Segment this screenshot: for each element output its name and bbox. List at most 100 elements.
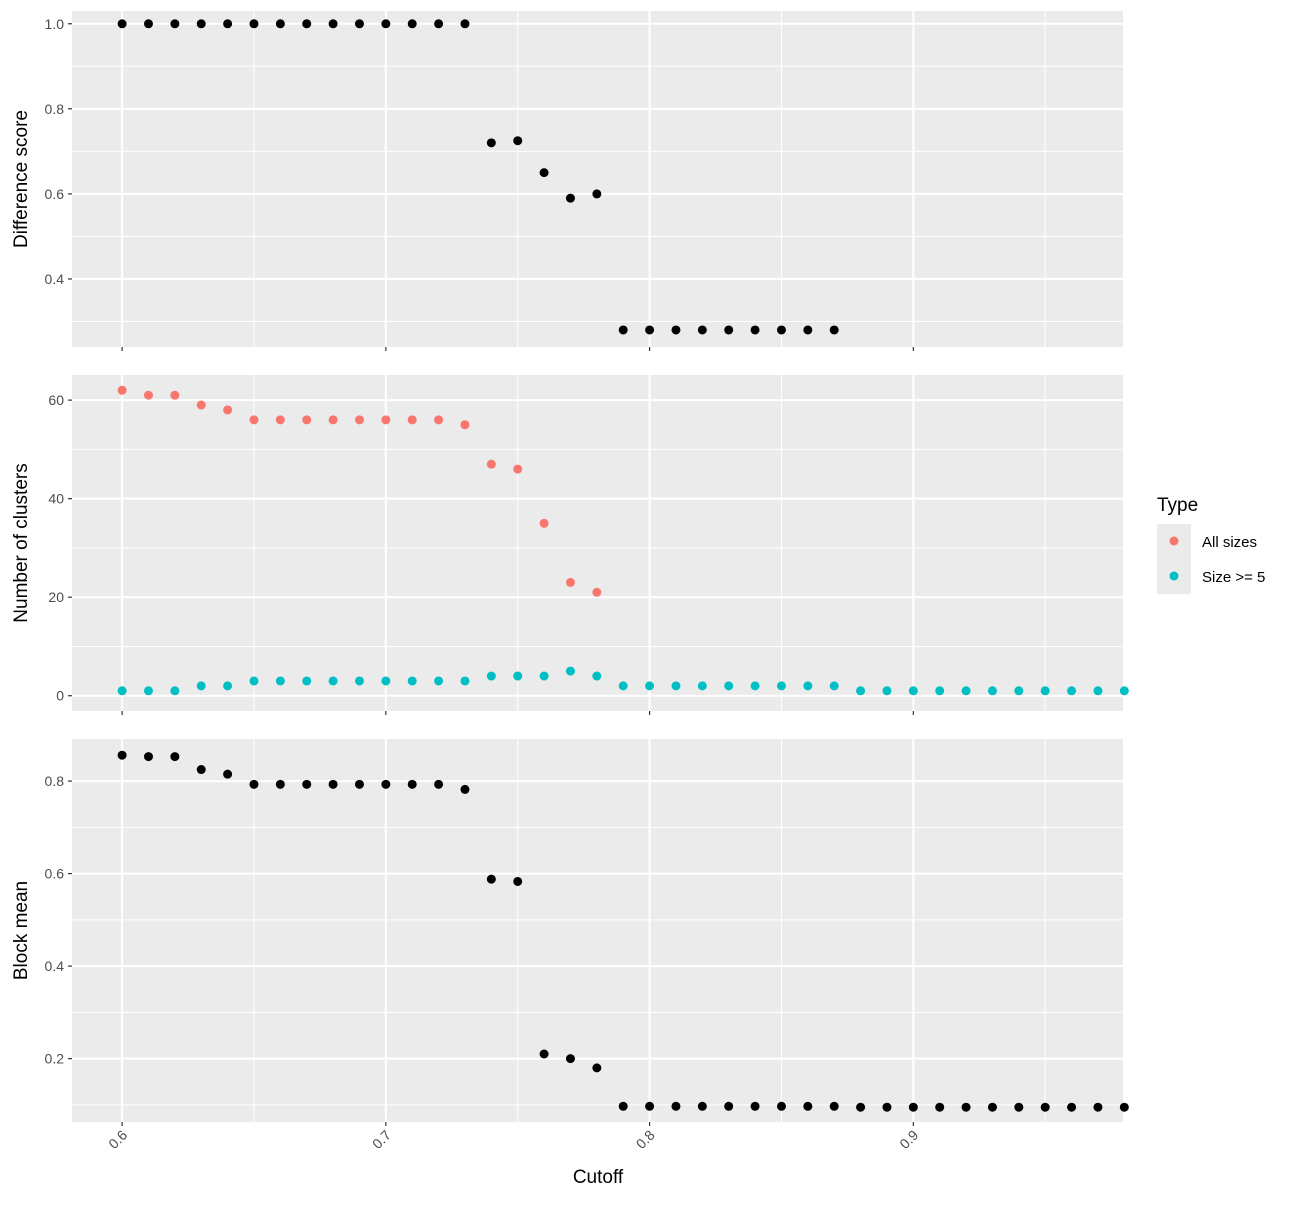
data-point xyxy=(856,1102,866,1112)
x-tick-label: 0.9 xyxy=(896,1127,921,1152)
data-point xyxy=(170,686,180,696)
legend-title: Type xyxy=(1157,495,1198,516)
data-point xyxy=(117,750,127,760)
data-point xyxy=(724,325,734,335)
data-point xyxy=(170,390,180,400)
data-point xyxy=(645,325,655,335)
data-point xyxy=(1040,1102,1050,1112)
data-point xyxy=(1014,686,1024,696)
data-point xyxy=(882,1102,892,1112)
data-point xyxy=(117,19,127,29)
y-axis-title: Block mean xyxy=(11,881,32,980)
data-point xyxy=(434,19,444,29)
data-point xyxy=(539,518,549,528)
data-point xyxy=(618,681,628,691)
data-point xyxy=(697,1101,707,1111)
y-axis-title: Number of clusters xyxy=(11,463,32,622)
data-point xyxy=(697,325,707,335)
data-point xyxy=(196,400,206,410)
data-point xyxy=(486,874,496,884)
panel-background xyxy=(72,375,1123,711)
data-point xyxy=(513,876,523,886)
data-point xyxy=(170,752,180,762)
data-point xyxy=(513,136,523,146)
data-point xyxy=(434,779,444,789)
data-point xyxy=(275,415,285,425)
panel-2: 0 20 40 60 Number of clusters xyxy=(11,375,1129,715)
data-point xyxy=(882,686,892,696)
data-point xyxy=(987,686,997,696)
data-point xyxy=(223,19,233,29)
data-point xyxy=(1119,1102,1129,1112)
data-point xyxy=(750,325,760,335)
data-point xyxy=(724,681,734,691)
data-point xyxy=(486,459,496,469)
data-point xyxy=(249,415,259,425)
y-tick-label: 0.4 xyxy=(45,271,65,287)
x-axis-title: Cutoff xyxy=(573,1167,624,1188)
data-point xyxy=(302,676,312,686)
data-point xyxy=(143,752,153,762)
data-point xyxy=(724,1101,734,1111)
data-point xyxy=(671,681,681,691)
data-point xyxy=(223,681,233,691)
y-tick-label: 20 xyxy=(48,589,64,605)
y-axis-title: Difference score xyxy=(11,110,32,248)
data-point xyxy=(196,19,206,29)
data-point xyxy=(592,587,602,597)
data-point xyxy=(143,19,153,29)
data-point xyxy=(407,415,417,425)
legend-label-all-sizes: All sizes xyxy=(1202,534,1257,551)
data-point xyxy=(935,1102,945,1112)
data-point xyxy=(618,325,628,335)
data-point xyxy=(856,686,866,696)
data-point xyxy=(434,676,444,686)
legend: Type All sizes Size >= 5 xyxy=(1157,495,1265,594)
data-point xyxy=(434,415,444,425)
data-point xyxy=(776,325,786,335)
data-point xyxy=(460,784,470,794)
data-point xyxy=(803,325,813,335)
x-tick-label: 0.8 xyxy=(633,1127,658,1152)
y-tick-label: 1.0 xyxy=(45,16,65,32)
data-point xyxy=(196,765,206,775)
y-tick-label: 0.8 xyxy=(45,773,65,789)
data-point xyxy=(407,19,417,29)
data-point xyxy=(143,390,153,400)
data-point xyxy=(407,779,417,789)
y-tick-label: 0 xyxy=(56,688,64,704)
data-point xyxy=(196,681,206,691)
data-point xyxy=(249,676,259,686)
data-point xyxy=(328,676,338,686)
legend-label-size-ge-5: Size >= 5 xyxy=(1202,569,1265,586)
data-point xyxy=(750,1101,760,1111)
data-point xyxy=(275,19,285,29)
data-point xyxy=(908,1102,918,1112)
x-tick-label: 0.7 xyxy=(369,1127,394,1152)
y-tick-label: 0.8 xyxy=(45,101,65,117)
data-point xyxy=(565,1054,575,1064)
data-point xyxy=(249,19,259,29)
data-point xyxy=(249,779,259,789)
data-point xyxy=(803,681,813,691)
data-point xyxy=(776,681,786,691)
data-point xyxy=(381,415,391,425)
data-point xyxy=(1067,1102,1077,1112)
y-tick-label: 0.4 xyxy=(45,958,65,974)
data-point xyxy=(592,189,602,199)
data-point xyxy=(381,779,391,789)
data-point xyxy=(961,686,971,696)
data-point xyxy=(1040,686,1050,696)
data-point xyxy=(275,779,285,789)
data-point xyxy=(645,1101,655,1111)
data-point xyxy=(671,325,681,335)
data-point xyxy=(381,676,391,686)
data-point xyxy=(275,676,285,686)
data-point xyxy=(302,19,312,29)
data-point xyxy=(486,671,496,681)
data-point xyxy=(354,779,364,789)
panel-3: 0.2 0.4 0.6 0.8 Block mean xyxy=(11,739,1129,1126)
y-tick-label: 0.6 xyxy=(45,186,65,202)
legend-key-size-ge-5 xyxy=(1169,571,1179,581)
data-point xyxy=(460,420,470,430)
